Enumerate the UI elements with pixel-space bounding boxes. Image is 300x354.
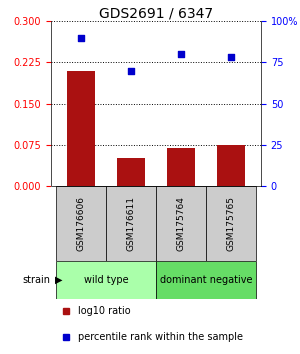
Bar bbox=[67, 70, 95, 186]
Bar bbox=[156, 186, 206, 261]
Title: GDS2691 / 6347: GDS2691 / 6347 bbox=[99, 6, 213, 20]
Bar bbox=[56, 261, 156, 299]
Text: percentile rank within the sample: percentile rank within the sample bbox=[78, 332, 243, 342]
Text: GSM175765: GSM175765 bbox=[226, 196, 236, 251]
Text: GSM175764: GSM175764 bbox=[176, 196, 185, 251]
Bar bbox=[217, 145, 245, 186]
Point bbox=[129, 68, 134, 73]
Text: wild type: wild type bbox=[84, 275, 128, 285]
Text: ▶: ▶ bbox=[55, 275, 62, 285]
Bar bbox=[56, 186, 106, 261]
Point bbox=[229, 55, 233, 60]
Bar bbox=[156, 261, 256, 299]
Text: GSM176611: GSM176611 bbox=[127, 196, 136, 251]
Text: dominant negative: dominant negative bbox=[160, 275, 252, 285]
Point bbox=[79, 35, 83, 40]
Point bbox=[178, 51, 183, 57]
Bar bbox=[167, 148, 195, 186]
Bar bbox=[117, 158, 145, 186]
Text: GSM176606: GSM176606 bbox=[76, 196, 85, 251]
Text: log10 ratio: log10 ratio bbox=[78, 306, 131, 316]
Bar bbox=[206, 186, 256, 261]
Text: strain: strain bbox=[22, 275, 50, 285]
Bar bbox=[106, 186, 156, 261]
